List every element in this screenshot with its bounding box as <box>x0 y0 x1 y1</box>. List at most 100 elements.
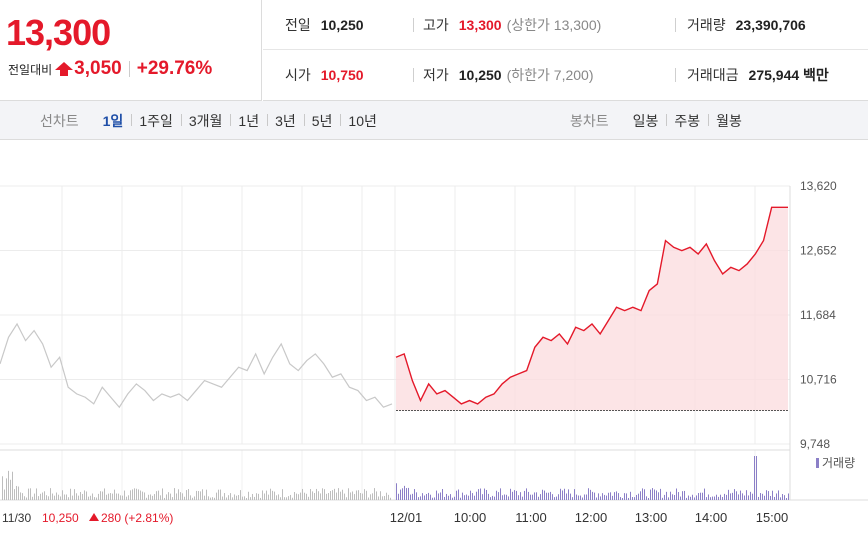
volume-bar <box>638 493 639 500</box>
volume-bar <box>18 486 19 500</box>
volume-bar <box>178 489 179 500</box>
volume-bar <box>184 496 185 500</box>
volume-bar <box>232 497 233 500</box>
volume-bar <box>732 492 733 500</box>
period-tab-3m[interactable]: 3개월 <box>180 111 231 131</box>
divider <box>128 61 130 77</box>
candle-tab-monthly[interactable]: 월봉 <box>708 111 750 131</box>
volume-bar <box>466 494 467 500</box>
volume-bar <box>444 496 445 500</box>
volume-bar <box>528 491 529 500</box>
period-tab-10y[interactable]: 10년 <box>340 111 384 131</box>
volume-bar <box>66 494 67 500</box>
volume-bar <box>94 497 95 500</box>
volume-bar <box>704 488 705 500</box>
volume-bar <box>382 496 383 500</box>
period-tab-1w[interactable]: 1주일 <box>131 111 181 131</box>
candle-chart-title: 봉차트 <box>570 112 609 129</box>
volume-bar <box>368 497 369 500</box>
volume-bar <box>128 495 129 500</box>
divider <box>413 18 414 32</box>
period-tab-3y[interactable]: 3년 <box>267 111 304 131</box>
open-label: 시가 <box>285 67 311 83</box>
volume-bar <box>508 496 509 500</box>
volume-bar <box>696 495 697 500</box>
today-series-line <box>395 206 788 405</box>
volume-bar <box>36 488 37 500</box>
volume-legend-label: 거래량 <box>822 456 855 470</box>
volume-bar <box>268 494 269 500</box>
volume-bar <box>334 488 335 500</box>
volume-bar <box>164 497 165 500</box>
turnover-label: 거래대금 <box>687 67 739 83</box>
volume-bar <box>470 490 471 500</box>
volume-bar <box>106 494 107 500</box>
volume-bar <box>492 495 493 500</box>
volume-bar <box>308 496 309 500</box>
volume-bar <box>666 491 667 500</box>
volume-bar <box>154 494 155 500</box>
volume-bar <box>250 497 251 500</box>
volume-bar <box>510 488 511 500</box>
volume-bar <box>782 494 783 500</box>
volume-bar <box>500 488 501 500</box>
volume-bar <box>784 495 785 500</box>
price-summary: 13,300 전일대비 3,050 +29.76% <box>0 0 262 101</box>
volume-bar <box>668 497 669 500</box>
volume-bar <box>342 489 343 500</box>
volume-bar <box>538 496 539 500</box>
x-tick-label: 10:00 <box>454 510 487 525</box>
y-tick-label: 12,652 <box>800 244 837 258</box>
volume-bar <box>86 491 87 500</box>
volume-bar <box>338 488 339 500</box>
volume-bar <box>286 497 287 500</box>
volume-bar <box>764 495 765 500</box>
volume-bar <box>102 491 103 500</box>
candle-tab-weekly[interactable]: 주봉 <box>666 111 708 131</box>
volume-bar <box>40 493 41 500</box>
volume-bar <box>770 495 771 500</box>
volume-bar <box>192 497 193 500</box>
volume-bar <box>592 491 593 500</box>
period-tab-5y[interactable]: 5년 <box>303 111 341 131</box>
volume-bar <box>754 456 755 500</box>
period-tab-1y[interactable]: 1년 <box>230 111 267 131</box>
volume-bar <box>60 496 61 500</box>
change-percent: +29.76% <box>136 58 213 79</box>
volume-bar <box>708 494 709 500</box>
volume-bar <box>544 490 545 500</box>
volume-bar <box>740 490 741 500</box>
volume-bar <box>352 491 353 500</box>
volume-bar <box>218 489 219 500</box>
volume-bar <box>224 493 225 500</box>
volume-bar <box>670 491 671 500</box>
volume-bar <box>26 497 27 500</box>
volume-bar <box>132 489 133 500</box>
volume-bar <box>518 495 519 500</box>
volume-bar <box>548 492 549 500</box>
volume-bar <box>760 493 761 500</box>
volume-bar <box>588 488 589 500</box>
volume-bar <box>272 490 273 500</box>
volume-bar <box>4 489 5 500</box>
y-tick-label: 13,620 <box>800 179 837 193</box>
volume-bar <box>720 494 721 500</box>
volume-bar <box>672 494 673 500</box>
volume-bar <box>364 489 365 500</box>
volume-bar <box>416 492 417 500</box>
volume-bar <box>738 494 739 500</box>
volume-bar <box>590 489 591 500</box>
volume-bar <box>276 495 277 500</box>
volume-bar <box>780 497 781 500</box>
volume-bar <box>734 489 735 500</box>
period-tab-1d[interactable]: 1일 <box>102 112 124 129</box>
candle-tab-daily[interactable]: 일봉 <box>632 112 659 129</box>
volume-bar <box>378 496 379 500</box>
volume-bar <box>408 487 409 500</box>
volume-bar <box>200 491 201 500</box>
volume-bar <box>16 485 17 500</box>
volume-bar <box>390 497 391 500</box>
volume-bar <box>404 485 405 500</box>
volume-bar <box>156 491 157 500</box>
volume-bar <box>306 493 307 500</box>
